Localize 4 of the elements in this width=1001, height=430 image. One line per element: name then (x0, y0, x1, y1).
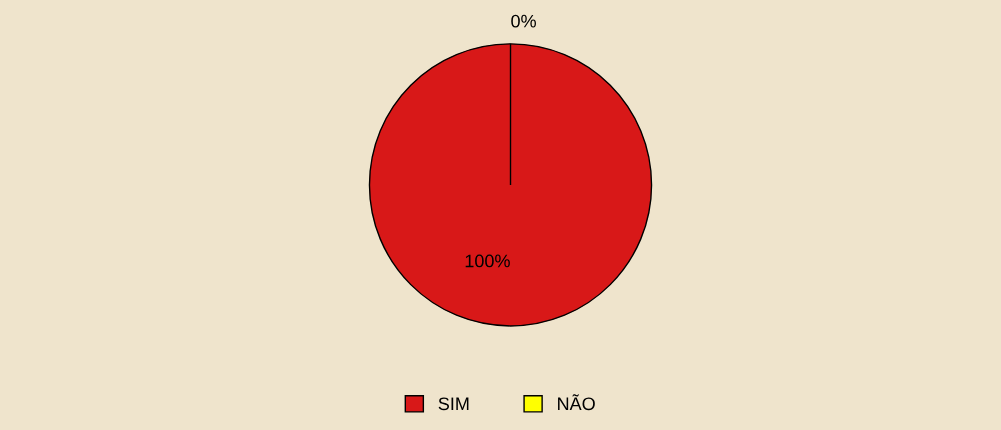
data-label: 100% (465, 254, 510, 268)
legend-label: SIM (438, 397, 469, 411)
text: 0% (511, 14, 536, 28)
legend-label: NÃO (558, 394, 595, 411)
